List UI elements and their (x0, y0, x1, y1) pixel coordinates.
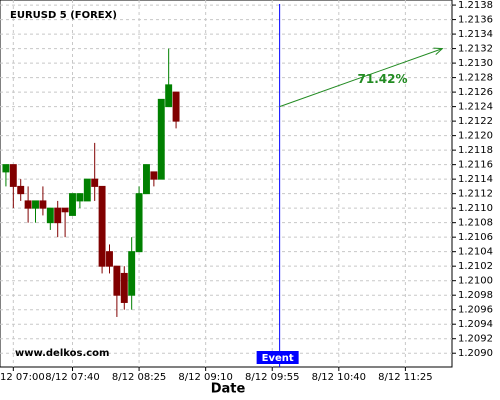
candle-body (113, 265, 121, 296)
candle-body (135, 193, 143, 253)
y-tick-label: 1.2118 (458, 145, 493, 156)
x-tick-label: 8/12 08:25 (112, 372, 166, 383)
candle-body (120, 272, 128, 303)
y-tick-label: 1.2138 (458, 0, 493, 11)
x-tick-label: 12 07:00 (0, 372, 45, 383)
y-tick-label: 1.2126 (458, 87, 493, 98)
y-tick-label: 1.2092 (458, 334, 493, 345)
y-tick-label: 1.2132 (458, 44, 493, 55)
y-tick-label: 1.2110 (458, 203, 493, 214)
y-tick-label: 1.2114 (458, 174, 493, 185)
event-label: Event (262, 353, 294, 364)
y-tick-label: 1.2108 (458, 218, 493, 229)
candle-body (165, 84, 173, 108)
y-tick-label: 1.2116 (458, 160, 493, 171)
y-tick-label: 1.2104 (458, 247, 493, 258)
candle-body (2, 164, 10, 173)
y-tick-label: 1.2134 (458, 29, 493, 40)
y-tick-label: 1.2090 (458, 348, 493, 359)
x-tick-label: 8/12 07:40 (45, 372, 99, 383)
x-axis-title: Date (211, 382, 246, 397)
candle-body (24, 200, 32, 209)
candle-body (150, 171, 158, 180)
candle-body (83, 178, 91, 202)
x-tick-label: 8/12 09:10 (178, 372, 232, 383)
event-label-box (256, 351, 299, 364)
y-tick-label: 1.2124 (458, 102, 493, 113)
candle-body (54, 207, 62, 224)
candle-body (9, 164, 17, 187)
candle-body (128, 251, 136, 296)
candle-body (76, 193, 84, 202)
candle-body (172, 91, 180, 122)
x-tick-label: 8/12 09:55 (245, 372, 299, 383)
y-tick-label: 1.2102 (458, 261, 493, 272)
candle-body (98, 185, 106, 267)
candle-body (46, 207, 54, 224)
arrow-label: 71.42% (358, 72, 408, 86)
candle-body (39, 200, 47, 209)
candle-body (69, 193, 76, 216)
chart-title: EURUSD 5 (FOREX) (10, 10, 117, 21)
y-tick-label: 1.2100 (458, 276, 493, 287)
candle-body (157, 98, 165, 180)
watermark: www.delkos.com (15, 348, 109, 359)
y-tick-label: 1.2096 (458, 305, 493, 316)
y-tick-label: 1.2120 (458, 131, 493, 142)
y-tick-label: 1.2136 (458, 15, 493, 26)
x-tick-label: 8/12 10:40 (312, 372, 366, 383)
candle-body (61, 207, 69, 213)
plot (0, 0, 452, 367)
candle-body (91, 178, 99, 187)
y-tick-label: 1.2112 (458, 189, 493, 200)
arrow-head (433, 47, 444, 56)
y-tick-label: 1.2098 (458, 290, 493, 301)
plot-area (0, 0, 453, 368)
y-tick-label: 1.2122 (458, 116, 493, 127)
candle-body (106, 251, 113, 267)
candle-body (143, 164, 150, 195)
y-tick-label: 1.2106 (458, 232, 493, 243)
arrow-line (279, 48, 443, 108)
y-tick-label: 1.2128 (458, 73, 493, 84)
y-tick-label: 1.2094 (458, 319, 493, 330)
y-tick-label: 1.2130 (458, 58, 493, 69)
candle-body (32, 200, 39, 209)
candle-body (17, 185, 25, 195)
x-tick-label: 8/12 11:25 (378, 372, 432, 383)
